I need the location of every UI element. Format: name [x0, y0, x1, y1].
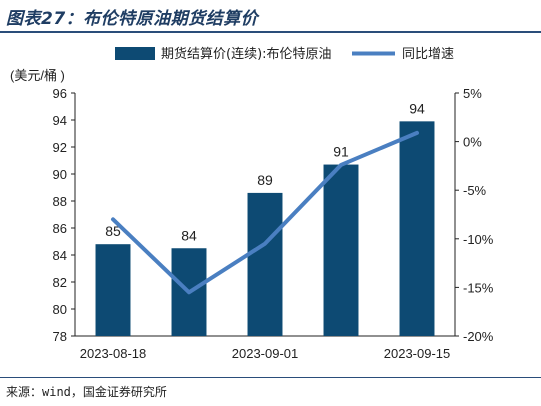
- right-tick-label: -15%: [463, 280, 494, 295]
- bar: [247, 192, 283, 336]
- right-tick-label: 0%: [463, 135, 482, 150]
- bar-data-label: 94: [409, 100, 425, 116]
- legend-bar-label: 期货结算价(连续):布伦特原油: [161, 46, 332, 62]
- chart: 期货结算价(连续):布伦特原油 同比增速 (美元/桶 ) 78 80 82 84 86 88 90…: [10, 46, 494, 361]
- right-tick-label: 5%: [463, 86, 482, 101]
- x-tick-label: 2023-08-18: [80, 346, 147, 361]
- left-tick-label: 88: [53, 194, 67, 209]
- bar-data-label: 89: [257, 172, 273, 188]
- bar-data-label: 85: [105, 223, 121, 239]
- bar: [95, 244, 131, 336]
- title-rule: [0, 31, 541, 33]
- legend-bar-swatch: [115, 47, 155, 60]
- left-axis-unit: (美元/桶 ): [10, 68, 65, 83]
- left-tick-label: 86: [53, 221, 67, 236]
- yoy-growth-point: [264, 243, 266, 245]
- source-rule: [0, 377, 541, 378]
- left-tick-label: 94: [53, 113, 67, 128]
- x-tick-label: 2023-09-01: [232, 346, 299, 361]
- left-tick-label: 92: [53, 140, 67, 155]
- right-tick-label: -5%: [463, 183, 487, 198]
- bar-data-label: 91: [333, 144, 349, 160]
- bar: [323, 164, 359, 336]
- left-tick-label: 82: [53, 275, 67, 290]
- left-tick-label: 90: [53, 167, 67, 182]
- left-tick-label: 78: [53, 329, 67, 344]
- yoy-growth-point: [188, 291, 190, 293]
- bar: [399, 121, 435, 336]
- yoy-growth-point: [340, 164, 342, 166]
- bar-data-label: 84: [181, 227, 197, 243]
- chart-title: 图表27：布伦特原油期货结算价: [6, 9, 259, 29]
- left-tick-label: 84: [53, 248, 67, 263]
- right-tick-label: -10%: [463, 232, 494, 247]
- source-note: 来源：wind，国金证券研究所: [6, 385, 167, 399]
- right-tick-label: -20%: [463, 329, 494, 344]
- yoy-growth-point: [112, 218, 114, 220]
- legend-line-label: 同比增速: [402, 47, 454, 62]
- left-tick-label: 80: [53, 302, 67, 317]
- yoy-growth-point: [416, 132, 418, 134]
- left-tick-label: 96: [53, 86, 67, 101]
- x-tick-label: 2023-09-15: [384, 346, 451, 361]
